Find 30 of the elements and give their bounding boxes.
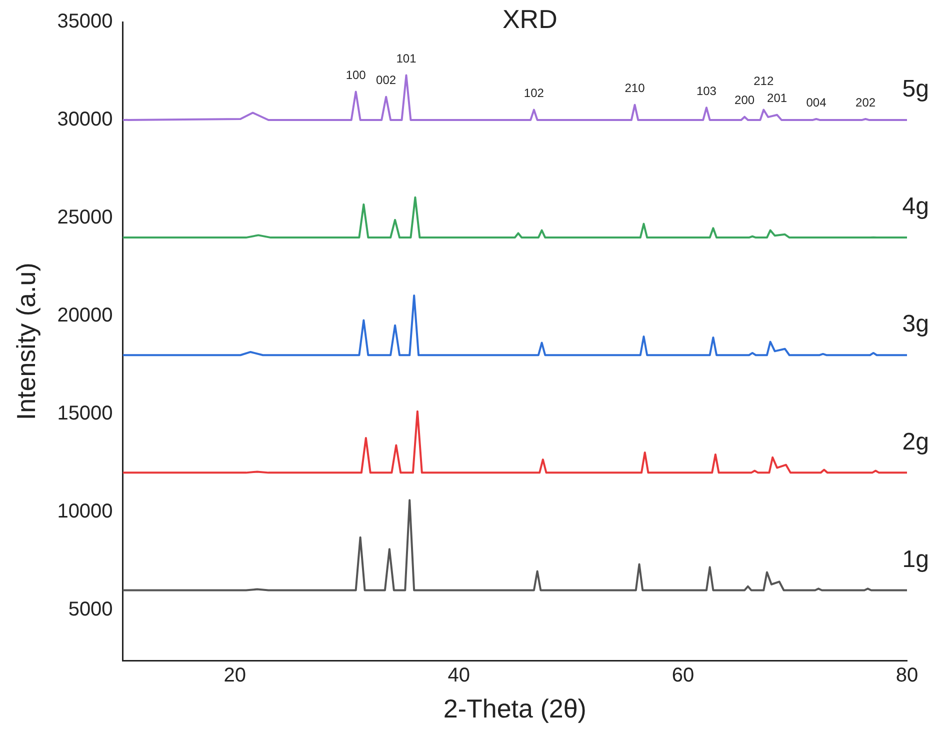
annotation: 102: [524, 86, 544, 100]
x-axis-title: 2-Theta (2θ): [443, 694, 586, 724]
annotation: 210: [624, 81, 646, 96]
y-tick-label: 25000: [57, 206, 113, 228]
annotation: 002: [376, 73, 396, 88]
annotation: 200: [734, 93, 755, 108]
chart-title: XRD: [502, 4, 558, 34]
annotation: 100: [346, 68, 366, 82]
x-tick-label: 40: [448, 664, 470, 686]
x-tick-label: 80: [896, 664, 918, 686]
y-axis-title: Intensity (a.u): [10, 262, 41, 420]
annotation: 101: [396, 52, 417, 66]
annotation: 004: [806, 95, 827, 110]
series-label: 2g: [902, 428, 929, 456]
series-label: 1g: [902, 546, 929, 573]
annotation: 103: [696, 84, 717, 98]
y-tick-label: 35000: [57, 10, 113, 33]
series-label: 5g: [902, 76, 929, 103]
x-tick-label: 60: [672, 664, 694, 686]
y-tick-label: 30000: [57, 108, 113, 130]
y-tick-label: 10000: [57, 500, 113, 522]
annotation: 202: [856, 95, 876, 110]
series-label: 4g: [902, 193, 929, 220]
series-label: 3g: [902, 310, 929, 338]
y-tick-label: 20000: [57, 304, 113, 326]
x-tick-label: 20: [224, 664, 246, 686]
y-tick-label: 5000: [68, 598, 113, 620]
annotation: 201: [767, 91, 788, 106]
y-tick-label: 15000: [57, 402, 113, 424]
annotation: 212: [754, 74, 774, 88]
